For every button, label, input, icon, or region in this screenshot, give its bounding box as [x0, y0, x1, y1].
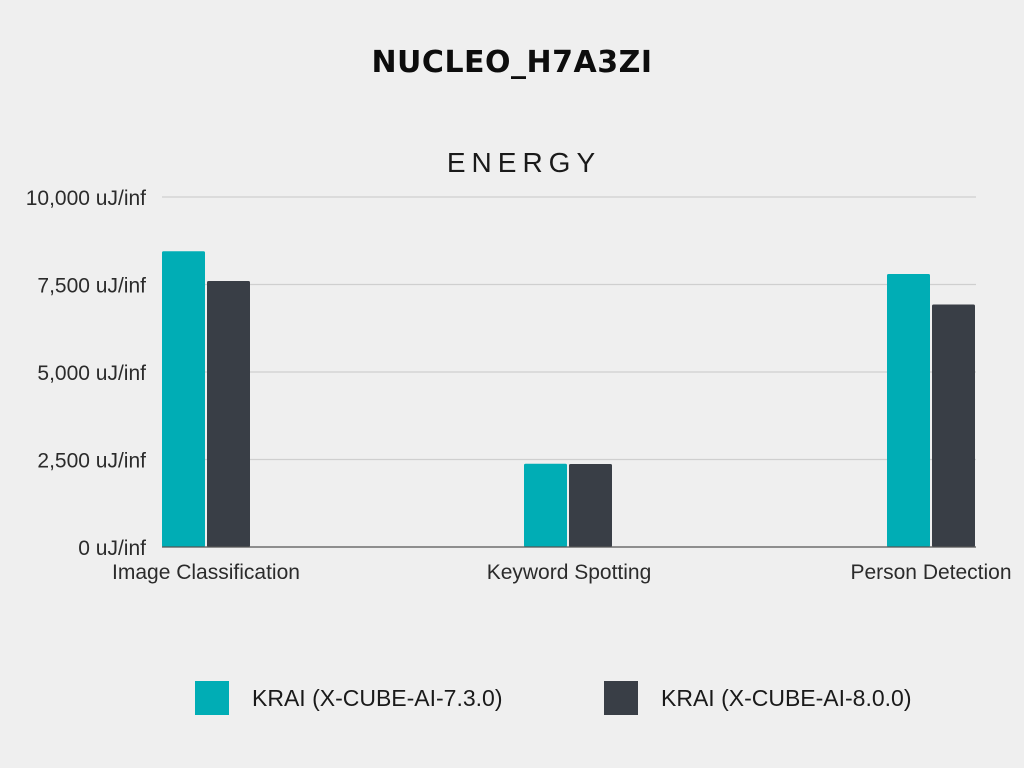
- x-tick-label: Keyword Spotting: [487, 561, 652, 584]
- grid-lines: [162, 196, 976, 461]
- bar-2-2: [569, 464, 612, 547]
- bar-1-2: [524, 463, 567, 547]
- y-tick-label: 0 uJ/inf: [78, 537, 146, 560]
- bar-2-3: [932, 304, 975, 547]
- chart-subtitle: ENERGY: [447, 147, 601, 178]
- y-tick-label: 2,500 uJ/inf: [37, 450, 146, 473]
- y-tick-label: 5,000 uJ/inf: [37, 362, 146, 385]
- bar-1-3: [887, 274, 930, 547]
- legend: KRAI (X-CUBE-AI-7.3.0) KRAI (X-CUBE-AI-8.…: [195, 681, 912, 715]
- legend-swatch-2: [604, 681, 638, 715]
- bars: [162, 251, 975, 547]
- chart-title: NUCLEO_H7A3ZI: [371, 45, 652, 80]
- bar-2-1: [207, 281, 250, 547]
- y-tick-label: 7,500 uJ/inf: [37, 275, 146, 298]
- x-tick-label: Person Detection: [850, 561, 1011, 584]
- y-tick-label: 10,000 uJ/inf: [26, 187, 146, 210]
- y-axis-ticks: 0 uJ/inf 2,500 uJ/inf 5,000 uJ/inf 7,500 uJ…: [26, 187, 146, 560]
- legend-label-2: KRAI (X-CUBE-AI-8.0.0): [661, 685, 912, 711]
- bar-1-1: [162, 251, 205, 547]
- legend-label-1: KRAI (X-CUBE-AI-7.3.0): [252, 685, 503, 711]
- x-tick-label: Image Classification: [112, 561, 300, 584]
- x-axis-ticks: Image Classification Keyword Spotting Pers…: [112, 561, 1012, 584]
- legend-swatch-1: [195, 681, 229, 715]
